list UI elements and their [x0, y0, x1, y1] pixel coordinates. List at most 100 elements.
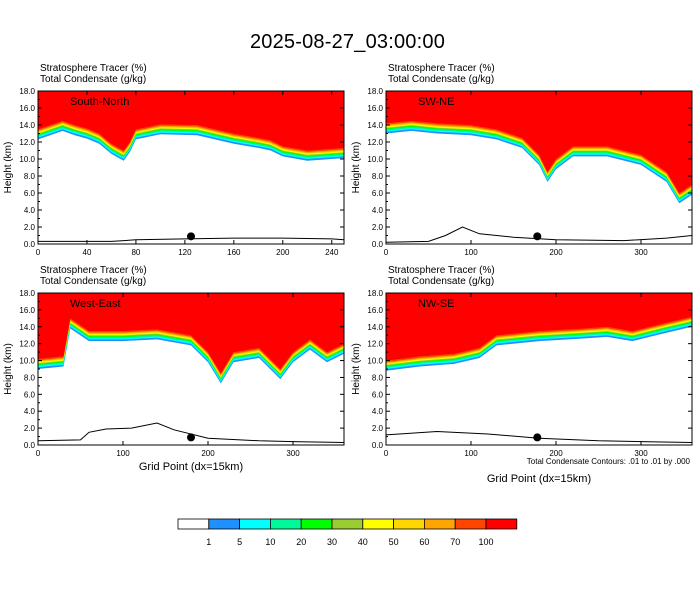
x-tick-label: 160: [227, 248, 241, 257]
y-tick-label: 0.0: [372, 240, 384, 249]
x-tick-label: 200: [276, 248, 290, 257]
y-tick-label: 16.0: [367, 306, 383, 315]
panel-header-tracer: Stratosphere Tracer (%): [40, 265, 147, 276]
colorbar: 1 5 10 20 30 40 50 60 70 100: [177, 518, 518, 547]
panel-label: NW-SE: [418, 298, 454, 310]
colorbar-box: [177, 518, 210, 530]
y-tick-label: 18.0: [367, 87, 383, 96]
x-tick-label: 200: [201, 449, 215, 458]
y-tick-label: 2.0: [24, 223, 36, 232]
stratosphere-tracer: [38, 91, 344, 151]
colorbar-label: 100: [478, 537, 493, 547]
colorbar-label: 40: [358, 537, 368, 547]
colorbar-box: [423, 518, 456, 530]
colorbar-label: 50: [389, 537, 399, 547]
stratosphere-tracer: [38, 293, 344, 374]
panel-header-condensate: Total Condensate (g/kg): [40, 74, 146, 85]
panel-west-east: Stratosphere Tracer (%)Total Condensate …: [3, 265, 345, 458]
panel-label: SW-NE: [418, 96, 454, 108]
colorbar-box: [239, 518, 271, 530]
panel-sw-ne: Stratosphere Tracer (%)Total Condensate …: [351, 63, 693, 257]
colorbar-label: 60: [419, 537, 429, 547]
x-axis-label-left: Grid Point (dx=15km): [139, 461, 243, 473]
x-tick-label: 300: [634, 248, 648, 257]
colorbar-label: 5: [237, 537, 242, 547]
stratosphere-tracer: [386, 293, 692, 361]
y-tick-label: 8.0: [372, 172, 384, 181]
y-tick-label: 18.0: [19, 87, 35, 96]
terrain-line: [38, 422, 344, 443]
y-tick-label: 2.0: [372, 223, 384, 232]
colorbar-label: 70: [450, 537, 460, 547]
y-tick-label: 2.0: [372, 424, 384, 433]
colorbar-box: [362, 518, 394, 530]
plot-area: [38, 293, 344, 445]
x-tick-label: 0: [36, 449, 41, 458]
y-tick-label: 10.0: [367, 357, 383, 366]
y-tick-label: 6.0: [24, 189, 36, 198]
y-tick-label: 0.0: [24, 240, 36, 249]
x-tick-label: 40: [83, 248, 92, 257]
y-tick-label: 14.0: [19, 121, 35, 130]
x-tick-label: 80: [131, 248, 140, 257]
y-tick-label: 14.0: [19, 323, 35, 332]
x-tick-label: 100: [464, 248, 478, 257]
colorbar-box: [454, 518, 487, 530]
y-tick-label: 0.0: [372, 441, 384, 450]
y-tick-label: 6.0: [372, 390, 384, 399]
y-tick-label: 12.0: [19, 138, 35, 147]
panel-header-tracer: Stratosphere Tracer (%): [388, 63, 495, 74]
contour-note: Total Condensate Contours: .01 to .01 by…: [527, 457, 691, 466]
y-tick-label: 4.0: [372, 407, 384, 416]
panel-header-condensate: Total Condensate (g/kg): [388, 74, 494, 85]
y-tick-label: 14.0: [367, 121, 383, 130]
y-tick-label: 2.0: [24, 424, 36, 433]
stratosphere-tracer: [386, 91, 692, 193]
y-axis-label: Height (km): [3, 343, 14, 395]
y-tick-label: 18.0: [19, 289, 35, 298]
y-tick-label: 6.0: [24, 390, 36, 399]
y-tick-label: 8.0: [372, 373, 384, 382]
location-marker: [533, 433, 542, 442]
y-tick-label: 4.0: [24, 206, 36, 215]
y-axis-label: Height (km): [351, 343, 362, 395]
x-tick-label: 0: [36, 248, 41, 257]
location-marker: [533, 232, 542, 241]
x-tick-label: 0: [384, 248, 389, 257]
x-tick-label: 240: [325, 248, 339, 257]
panel-south-north: Stratosphere Tracer (%)Total Condensate …: [3, 63, 345, 257]
y-tick-label: 12.0: [19, 340, 35, 349]
colorbar-label: 20: [296, 537, 306, 547]
y-tick-label: 8.0: [24, 172, 36, 181]
panel-header-tracer: Stratosphere Tracer (%): [40, 63, 147, 74]
panel-header-tracer: Stratosphere Tracer (%): [388, 265, 495, 276]
colorbar-label: 10: [265, 537, 275, 547]
x-tick-label: 100: [116, 449, 130, 458]
x-tick-label: 200: [549, 248, 563, 257]
y-tick-label: 8.0: [24, 373, 36, 382]
colorbar-box: [300, 518, 333, 530]
terrain-line: [386, 226, 692, 243]
y-axis-label: Height (km): [351, 142, 362, 194]
panel-header-condensate: Total Condensate (g/kg): [388, 276, 494, 287]
panel-label: South-North: [70, 96, 129, 108]
y-axis-label: Height (km): [3, 142, 14, 194]
y-tick-label: 10.0: [19, 357, 35, 366]
plot-area: [386, 293, 692, 445]
x-tick-label: 300: [634, 449, 648, 458]
colorbar-box: [485, 518, 518, 530]
x-tick-label: 200: [549, 449, 563, 458]
plot-area: [386, 91, 692, 244]
plot-area: [38, 91, 344, 244]
colorbar-box: [208, 518, 241, 530]
figure-title: 2025-08-27_03:00:00: [249, 31, 446, 53]
location-marker: [187, 433, 195, 442]
x-tick-label: 100: [464, 449, 478, 458]
y-tick-label: 16.0: [19, 306, 35, 315]
colorbar-box: [269, 518, 302, 530]
y-tick-label: 12.0: [367, 138, 383, 147]
y-tick-label: 6.0: [372, 189, 384, 198]
colorbar-box: [393, 518, 425, 530]
